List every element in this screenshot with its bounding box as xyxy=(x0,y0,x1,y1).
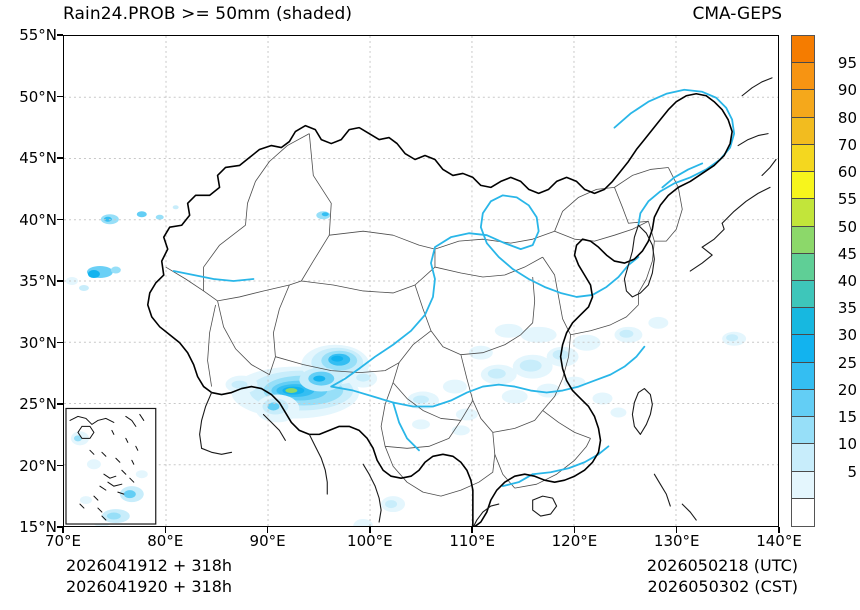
footer-init-cst: 2026041920 + 318h xyxy=(66,577,233,596)
x-axis-tick xyxy=(573,527,576,533)
x-axis-label: 100°E xyxy=(347,532,393,550)
x-axis-label: 70°E xyxy=(44,532,82,550)
colorbar-label: 5 xyxy=(847,462,857,481)
x-axis-tick xyxy=(471,527,473,533)
colorbar-label: 20 xyxy=(837,380,857,399)
colorbar-cell xyxy=(792,335,814,363)
footer-init-utc: 2026041912 + 318h xyxy=(66,556,233,575)
colorbar-label: 70 xyxy=(837,135,857,154)
map-plot-area[interactable] xyxy=(63,35,779,527)
map-canvas xyxy=(64,36,778,526)
y-axis-tick xyxy=(57,95,63,98)
y-axis-label: 20°N xyxy=(19,456,57,475)
footer-valid-cst: 2026050302 (CST) xyxy=(647,577,798,596)
neighbouring-coastlines xyxy=(199,77,777,526)
colorbar-label: 40 xyxy=(837,272,857,290)
colorbar-label: 35 xyxy=(837,299,857,318)
x-axis-tick xyxy=(164,527,166,533)
colorbar-label: 30 xyxy=(837,326,857,345)
x-axis-tick xyxy=(266,527,269,533)
colorbar-label: 25 xyxy=(837,353,857,372)
colorbar-cell xyxy=(792,471,814,499)
colorbar-cell xyxy=(792,498,814,526)
colorbar-cell xyxy=(792,36,814,64)
colorbar-cell xyxy=(792,199,814,227)
x-axis-tick xyxy=(676,527,678,533)
y-axis-label: 25°N xyxy=(19,395,57,413)
model-label: CMA-GEPS xyxy=(692,4,782,24)
colorbar-label: 95 xyxy=(837,54,857,73)
colorbar-label: 10 xyxy=(837,435,857,454)
y-axis-label: 40°N xyxy=(19,210,57,229)
y-axis-tick xyxy=(57,157,63,159)
colorbar-cell xyxy=(792,417,814,445)
x-axis-label: 80°E xyxy=(147,532,184,550)
colorbar-cell xyxy=(792,117,814,145)
colorbar-label: 60 xyxy=(837,163,857,182)
colorbar-cell xyxy=(792,90,814,118)
province-boundaries xyxy=(165,133,683,497)
x-axis-label: 120°E xyxy=(551,532,598,550)
y-axis-label: 30°N xyxy=(19,333,57,352)
colorbar-cell xyxy=(792,226,814,254)
y-axis-label: 50°N xyxy=(19,87,57,106)
y-axis-label: 15°N xyxy=(19,518,57,536)
y-axis-label: 35°N xyxy=(19,272,57,290)
y-axis-tick xyxy=(57,34,63,36)
colorbar-label: 55 xyxy=(837,190,857,209)
y-axis-tick xyxy=(57,341,63,344)
inset-coastlines xyxy=(69,413,145,521)
colorbar-cell xyxy=(792,144,814,173)
x-axis-label: 130°E xyxy=(653,532,700,550)
map-gridlines xyxy=(64,36,778,526)
colorbar-cell xyxy=(792,63,814,91)
y-axis-tick xyxy=(57,403,63,405)
y-axis-label: 55°N xyxy=(19,26,57,44)
colorbar-cell xyxy=(792,362,814,390)
x-axis-tick xyxy=(778,527,780,533)
precip-shading xyxy=(65,205,747,526)
page-title: Rain24.PROB >= 50mm (shaded) xyxy=(63,4,353,24)
colorbar-cell xyxy=(792,253,814,281)
x-axis-label: 90°E xyxy=(249,532,286,550)
x-axis-tick xyxy=(369,527,371,533)
footer-valid-utc: 2026050218 (UTC) xyxy=(646,556,798,575)
x-axis-tick xyxy=(62,527,64,533)
y-axis-label: 45°N xyxy=(19,149,57,167)
colorbar-label: 45 xyxy=(837,244,857,263)
south-china-sea-inset xyxy=(65,407,157,525)
colorbar-label: 15 xyxy=(837,408,857,427)
colorbar-label: 80 xyxy=(837,108,857,127)
y-axis-tick xyxy=(57,464,63,467)
colorbar-cell xyxy=(792,172,814,200)
colorbar-cell xyxy=(792,308,814,336)
china-national-border xyxy=(146,92,733,526)
x-axis-label: 110°E xyxy=(449,532,495,550)
colorbar[interactable] xyxy=(791,35,815,527)
y-axis-tick xyxy=(57,280,63,282)
colorbar-label: 90 xyxy=(837,81,857,100)
colorbar-label: 50 xyxy=(837,217,857,236)
y-axis-tick xyxy=(57,218,63,221)
colorbar-cell xyxy=(792,280,814,309)
y-axis-tick xyxy=(57,526,63,528)
colorbar-cell xyxy=(792,444,814,472)
x-axis-label: 140°E xyxy=(756,532,802,550)
colorbar-cell xyxy=(792,389,814,418)
rivers xyxy=(172,88,736,488)
inset-shading xyxy=(70,431,148,524)
